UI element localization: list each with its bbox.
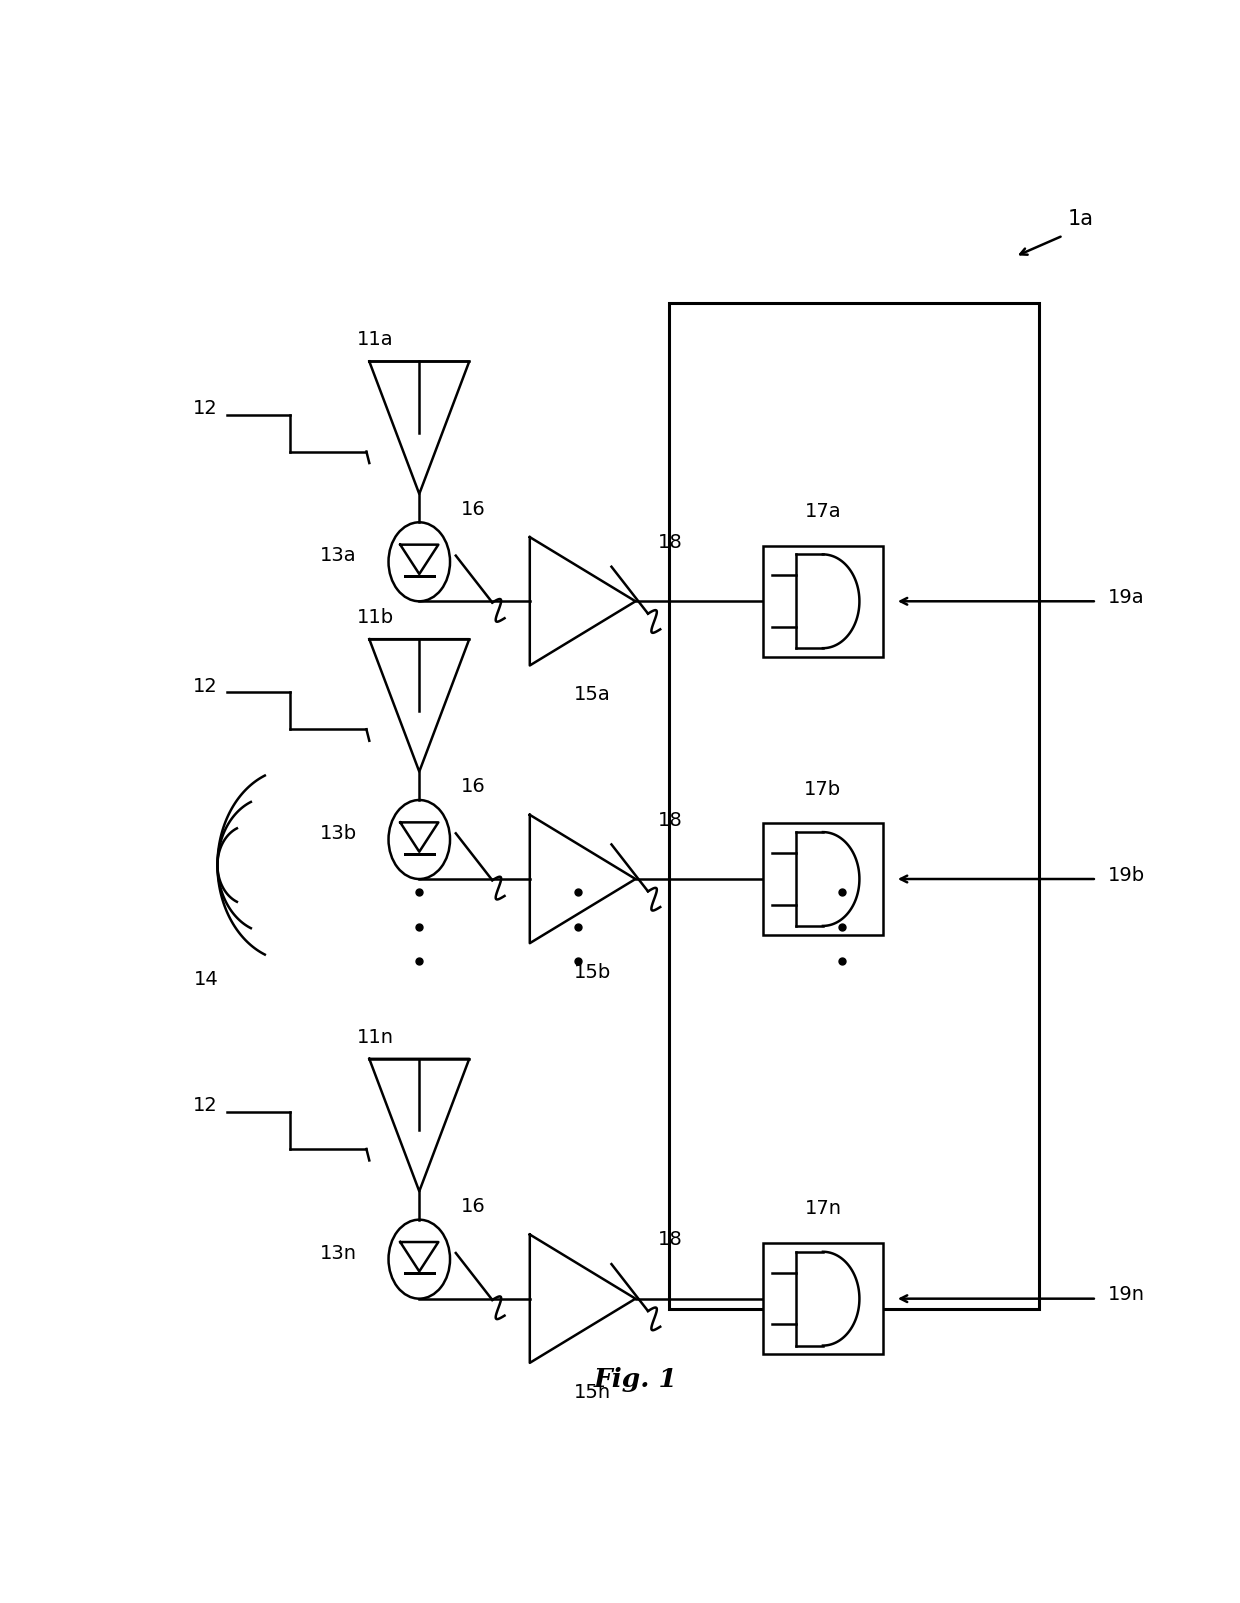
Bar — [763, 824, 883, 935]
Text: 16: 16 — [460, 1197, 485, 1217]
Text: 17n: 17n — [805, 1199, 842, 1218]
Text: 12: 12 — [192, 676, 217, 696]
Text: 19b: 19b — [1109, 866, 1146, 885]
Text: 15n: 15n — [574, 1383, 611, 1401]
Text: 18: 18 — [657, 532, 682, 551]
Text: 15a: 15a — [574, 684, 610, 704]
Text: 18: 18 — [657, 1230, 682, 1249]
Bar — [763, 1244, 883, 1355]
Text: 12: 12 — [192, 399, 217, 418]
Text: 13b: 13b — [320, 824, 357, 843]
Text: 17b: 17b — [805, 779, 842, 798]
Bar — [670, 303, 1039, 1310]
Text: 16: 16 — [460, 777, 485, 797]
Text: 18: 18 — [657, 811, 682, 830]
Text: 1a: 1a — [1068, 210, 1094, 229]
Text: 13n: 13n — [320, 1244, 357, 1263]
Text: 12: 12 — [192, 1096, 217, 1116]
Text: 11b: 11b — [357, 608, 394, 627]
Text: Fig. 1: Fig. 1 — [594, 1367, 677, 1393]
Text: 17a: 17a — [805, 502, 841, 521]
Text: 19n: 19n — [1109, 1286, 1146, 1305]
Bar — [763, 545, 883, 657]
Text: 11n: 11n — [357, 1028, 394, 1047]
Text: 14: 14 — [193, 970, 218, 989]
Text: 11a: 11a — [357, 330, 393, 349]
Text: 19a: 19a — [1109, 588, 1145, 608]
Text: 16: 16 — [460, 500, 485, 519]
Text: 15b: 15b — [574, 963, 611, 983]
Text: 13a: 13a — [320, 547, 357, 566]
